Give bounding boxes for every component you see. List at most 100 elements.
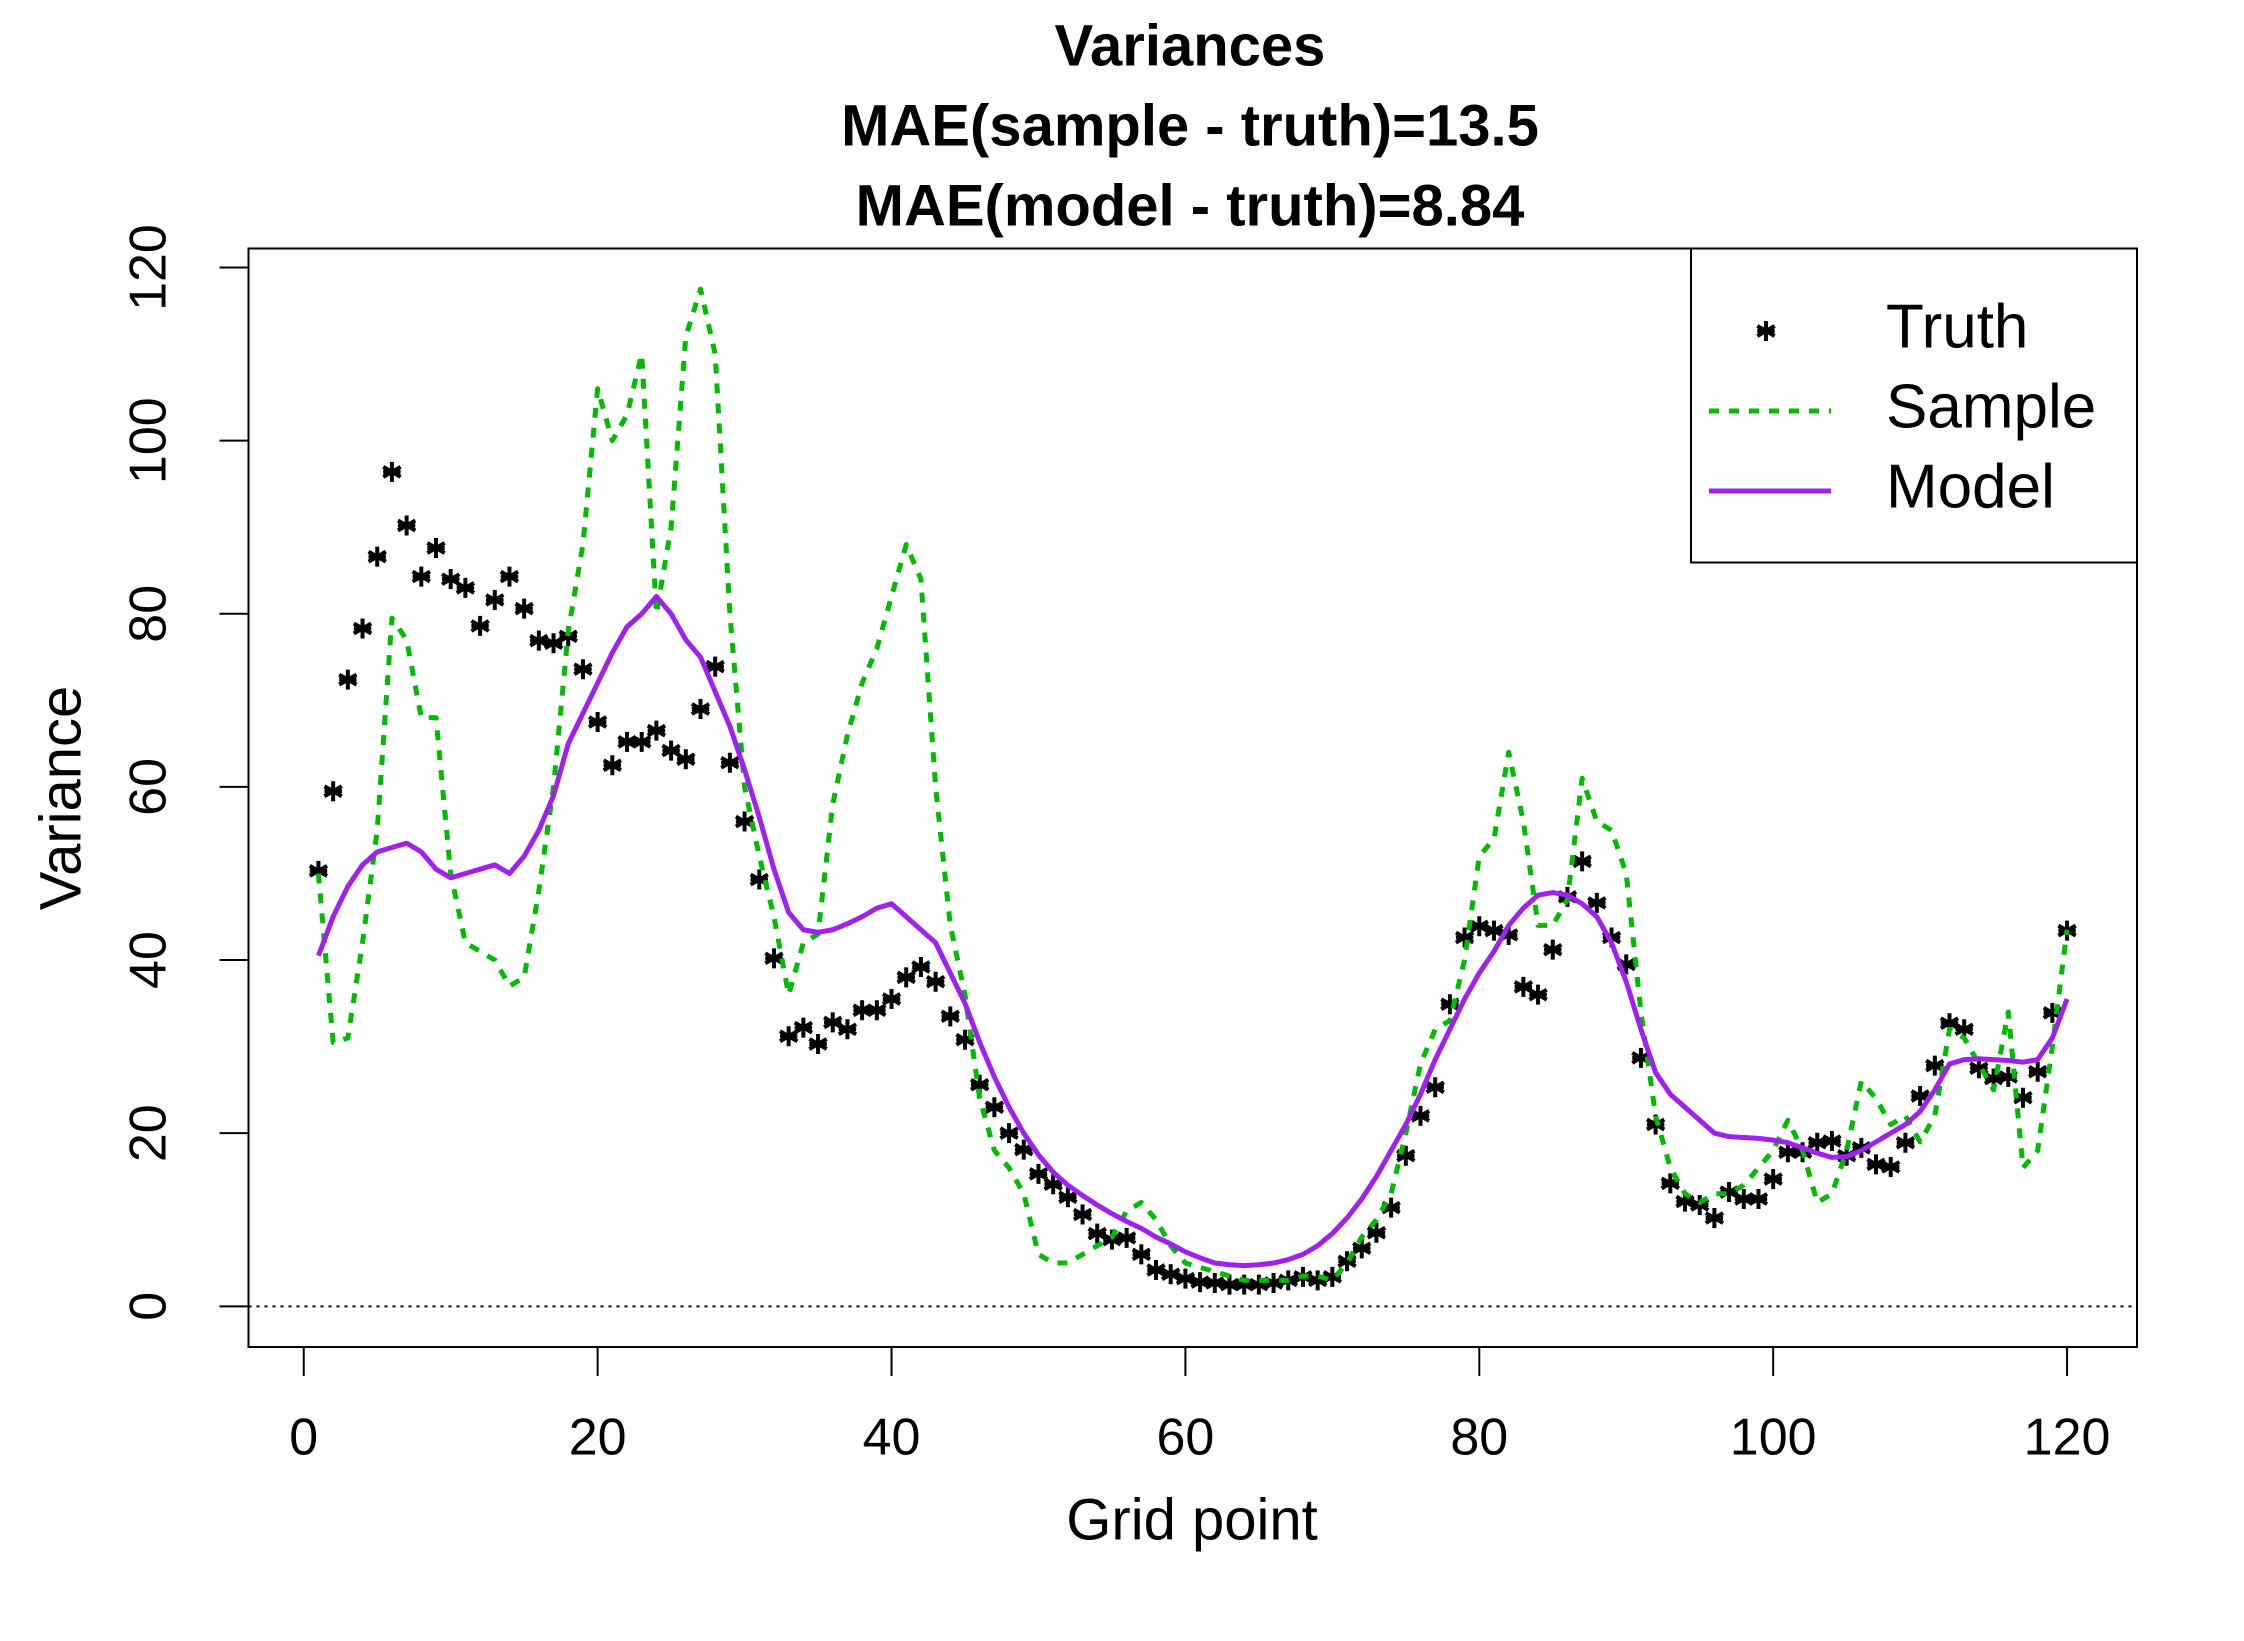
truth-point (1190, 1272, 1210, 1293)
truth-point (632, 731, 652, 752)
truth-point (1763, 1169, 1783, 1190)
truth-point (1543, 939, 1563, 960)
chart-subtitle: MAE(model - truth)=8.84 (856, 173, 1525, 238)
truth-point (1719, 1182, 1739, 1203)
truth-point (661, 740, 681, 761)
truth-point (970, 1074, 990, 1095)
truth-point (1352, 1238, 1372, 1259)
truth-point (352, 618, 373, 639)
y-tick-label: 80 (120, 585, 178, 643)
truth-point (1528, 984, 1548, 1005)
truth-point (382, 461, 402, 482)
legend-box (1690, 247, 2138, 564)
y-tick-label: 100 (120, 397, 178, 484)
x-tick-label: 0 (289, 1409, 318, 1467)
truth-point (1366, 1222, 1387, 1243)
truth-point (2028, 1061, 2048, 1082)
truth-point (1748, 1188, 1769, 1209)
y-tick-label: 0 (120, 1292, 178, 1321)
x-tick-label: 80 (1450, 1409, 1508, 1467)
truth-point (881, 989, 902, 1010)
truth-point (1116, 1227, 1137, 1248)
truth-point (1778, 1142, 1798, 1163)
chart-subtitle: MAE(sample - truth)=13.5 (841, 93, 1539, 158)
truth-point (1219, 1274, 1240, 1295)
truth-point (529, 630, 549, 651)
truth-point (1469, 916, 1489, 937)
truth-point (1072, 1204, 1093, 1225)
legend-symbol (1756, 321, 1776, 341)
truth-point (1396, 1145, 1416, 1166)
truth-point (543, 633, 564, 654)
truth-point (1307, 1270, 1328, 1291)
truth-point (1410, 1105, 1431, 1126)
truth-point (558, 626, 578, 647)
truth-point (426, 538, 446, 559)
truth-point (690, 699, 711, 720)
truth-point (1822, 1130, 1842, 1151)
truth-point (2013, 1087, 2033, 1108)
truth-point (1161, 1264, 1181, 1285)
truth-point (1205, 1272, 1225, 1293)
truth-point (1513, 976, 1534, 997)
truth-point (1425, 1077, 1445, 1098)
truth-point (1675, 1191, 1695, 1212)
truth-point (984, 1097, 1005, 1118)
truth-point (1998, 1066, 2018, 1087)
truth-point (1454, 927, 1475, 948)
truth-point (1322, 1266, 1343, 1287)
truth-point (867, 1000, 887, 1021)
y-tick-label: 120 (120, 224, 178, 311)
truth-point (999, 1123, 1019, 1144)
legend-label: Sample (1886, 372, 2096, 441)
truth-point (470, 615, 490, 636)
series-line (315, 286, 2070, 1283)
truth-point (573, 659, 593, 680)
truth-point (1660, 1173, 1680, 1194)
x-tick-label: 20 (569, 1409, 627, 1467)
truth-point (852, 1000, 872, 1021)
truth-point (1925, 1055, 1945, 1076)
truth-point (1087, 1223, 1107, 1244)
truth-point (823, 1012, 843, 1033)
truth-point (1690, 1195, 1710, 1216)
truth-point (1807, 1132, 1827, 1153)
truth-point (1234, 1274, 1254, 1295)
x-tick-label: 120 (2024, 1409, 2111, 1467)
truth-point (602, 755, 622, 776)
truth-point (1939, 1013, 1960, 1034)
truth-point (1866, 1154, 1886, 1175)
y-axis-label: Variance (28, 686, 93, 911)
x-tick-label: 40 (863, 1409, 921, 1467)
truth-point (808, 1034, 828, 1055)
legend-label: Truth (1886, 292, 2028, 361)
truth-point (1484, 920, 1504, 941)
truth-point (925, 971, 946, 992)
truth-point (1969, 1058, 1989, 1079)
truth-point (778, 1026, 799, 1047)
truth-point (1572, 851, 1592, 872)
truth-point (1587, 892, 1607, 913)
x-tick-label: 60 (1156, 1409, 1214, 1467)
truth-point (749, 869, 769, 890)
truth-point (455, 577, 476, 598)
truth-point (308, 860, 329, 881)
truth-point (1704, 1208, 1725, 1229)
legend-label: Model (1886, 452, 2055, 521)
y-tick-label: 60 (120, 758, 178, 816)
truth-point (1983, 1068, 2004, 1089)
x-axis-label: Grid point (1066, 1487, 1317, 1552)
truth-point (1014, 1139, 1034, 1160)
truth-point (1601, 927, 1622, 948)
truth-point (367, 546, 387, 567)
truth-point (1499, 924, 1519, 945)
truth-point (1249, 1274, 1269, 1295)
truth-point (1616, 954, 1636, 975)
truth-point (1381, 1197, 1401, 1218)
truth-point (411, 566, 431, 587)
truth-point (1263, 1272, 1284, 1293)
truth-point (646, 720, 667, 741)
truth-point (793, 1017, 814, 1038)
truth-point (1131, 1244, 1151, 1265)
